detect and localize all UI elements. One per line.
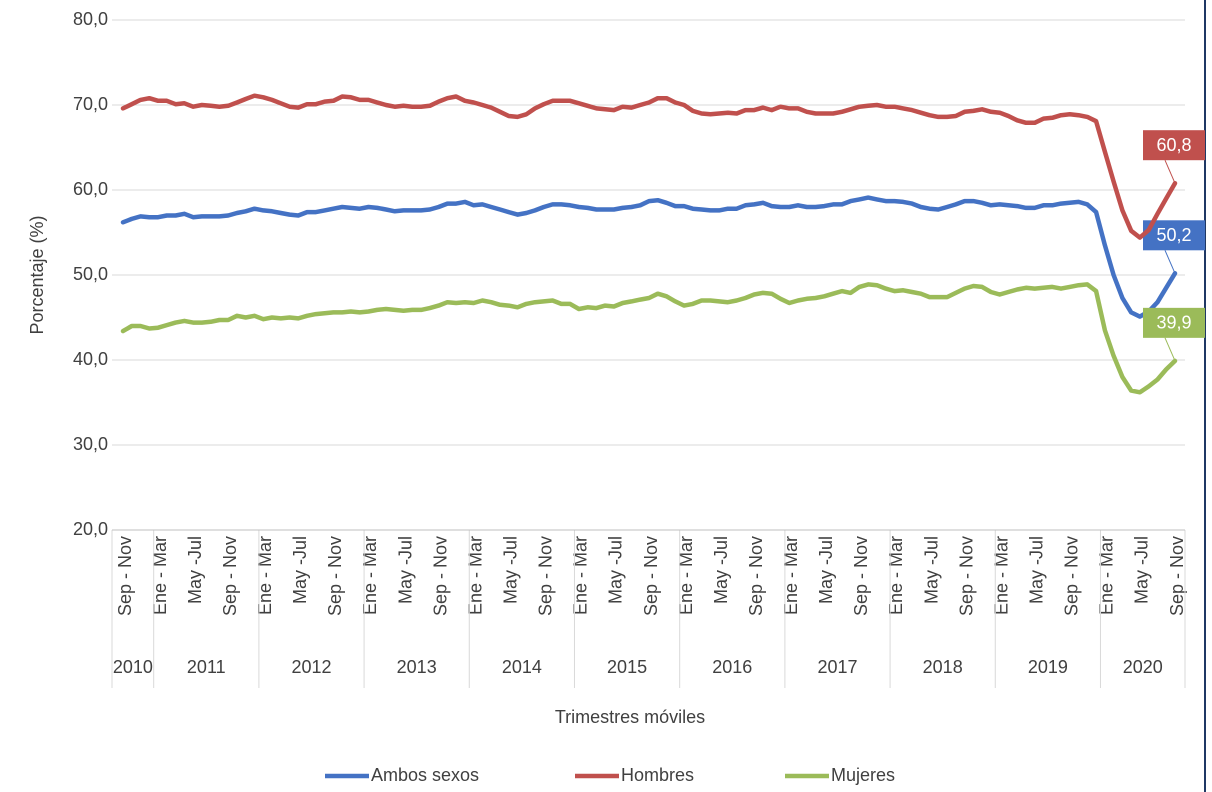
x-group-label: 2014	[502, 657, 542, 677]
x-group-label: 2016	[712, 657, 752, 677]
x-tick-label: May -Jul	[816, 536, 836, 604]
series-line	[120, 93, 1178, 240]
y-axis-title: Porcentaje (%)	[27, 215, 47, 334]
x-tick-label: Ene - Mar	[1097, 536, 1117, 615]
series-line	[120, 282, 1178, 395]
y-tick-label: 30,0	[73, 434, 108, 454]
x-tick-label: Sep - Nov	[641, 536, 661, 616]
x-tick-label: Ene - Mar	[991, 536, 1011, 615]
x-tick-label: Sep - Nov	[325, 536, 345, 616]
x-tick-label: May -Jul	[500, 536, 520, 604]
x-tick-label: Ene - Mar	[255, 536, 275, 615]
data-label-box	[1143, 130, 1205, 161]
y-tick-label: 80,0	[73, 9, 108, 29]
x-tick-label: May -Jul	[1132, 536, 1152, 604]
y-tick-label: 60,0	[73, 179, 108, 199]
label-leader	[1164, 250, 1176, 274]
x-tick-label: Sep - Nov	[1062, 536, 1082, 616]
series-line	[120, 195, 1178, 319]
y-tick-label: 40,0	[73, 349, 108, 369]
x-axis-title: Trimestres móviles	[555, 707, 705, 727]
data-label: 60,8	[1156, 135, 1191, 155]
x-tick-label: Sep - Nov	[430, 536, 450, 616]
y-tick-label: 50,0	[73, 264, 108, 284]
x-tick-label: May -Jul	[185, 536, 205, 604]
x-tick-label: Ene - Mar	[676, 536, 696, 615]
x-group-label: 2020	[1123, 657, 1163, 677]
label-leader	[1164, 337, 1176, 362]
x-tick-label: Sep - Nov	[220, 536, 240, 616]
x-group-label: 2012	[291, 657, 331, 677]
x-group-label: 2018	[923, 657, 963, 677]
x-tick-label: Ene - Mar	[886, 536, 906, 615]
x-group-label: 2019	[1028, 657, 1068, 677]
x-group-label: 2017	[817, 657, 857, 677]
x-group-label: 2013	[397, 657, 437, 677]
y-tick-label: 20,0	[73, 519, 108, 539]
x-tick-label: May -Jul	[711, 536, 731, 604]
x-tick-label: May -Jul	[290, 536, 310, 604]
data-label: 50,2	[1156, 225, 1191, 245]
legend-label: Mujeres	[831, 765, 895, 785]
x-tick-label: Sep - Nov	[1167, 536, 1187, 616]
x-tick-label: May -Jul	[395, 536, 415, 604]
legend-label: Ambos sexos	[371, 765, 479, 785]
x-tick-label: Sep - Nov	[851, 536, 871, 616]
x-tick-label: Ene - Mar	[150, 536, 170, 615]
legend-label: Hombres	[621, 765, 694, 785]
x-tick-label: Sep - Nov	[956, 536, 976, 616]
x-group-label: 2015	[607, 657, 647, 677]
y-tick-label: 70,0	[73, 94, 108, 114]
x-tick-label: Ene - Mar	[781, 536, 801, 615]
data-label-box	[1143, 307, 1205, 338]
x-tick-label: May -Jul	[606, 536, 626, 604]
x-tick-label: Sep - Nov	[536, 536, 556, 616]
x-group-label: 2010	[113, 657, 153, 677]
x-tick-label: Ene - Mar	[360, 536, 380, 615]
x-tick-label: Ene - Mar	[465, 536, 485, 615]
x-tick-label: Sep - Nov	[746, 536, 766, 616]
x-tick-label: Ene - Mar	[571, 536, 591, 615]
x-tick-label: Sep - Nov	[115, 536, 135, 616]
x-tick-label: May -Jul	[1026, 536, 1046, 604]
data-label: 39,9	[1156, 313, 1191, 333]
label-leader	[1164, 160, 1176, 184]
x-group-label: 2011	[187, 657, 226, 677]
x-tick-label: May -Jul	[921, 536, 941, 604]
